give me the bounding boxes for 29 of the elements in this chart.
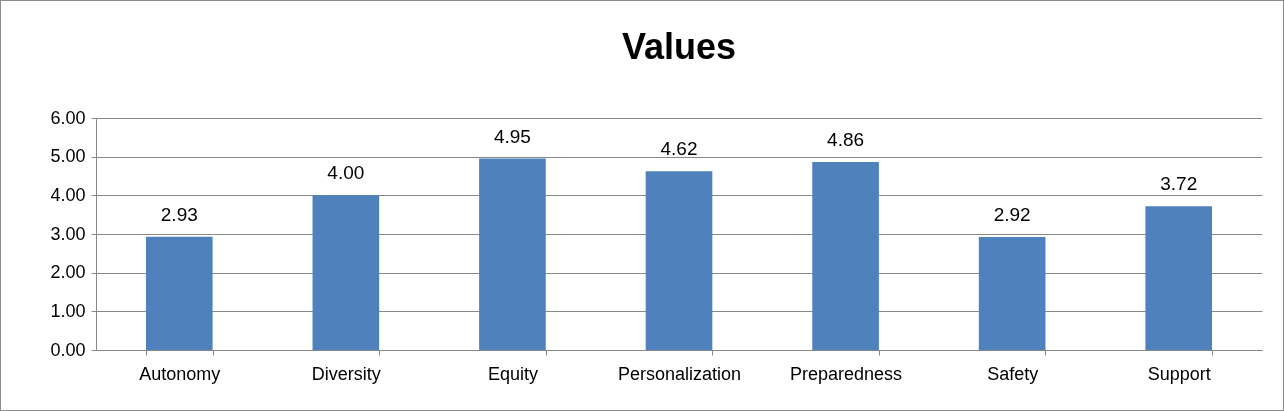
bar — [312, 195, 380, 350]
y-tick-label: 5.00 — [50, 146, 86, 167]
x-tick-label: Safety — [987, 363, 1039, 384]
y-tick-label: 4.00 — [50, 184, 86, 205]
bar — [645, 171, 713, 350]
bar — [479, 158, 546, 350]
bar — [1145, 206, 1213, 350]
data-label: 4.95 — [493, 125, 531, 147]
y-tick-label: 6.00 — [50, 107, 86, 128]
x-tick-label: Equity — [487, 363, 538, 384]
chart-title: Values — [621, 26, 737, 67]
y-tick-label: 2.00 — [50, 262, 86, 283]
bar — [978, 237, 1046, 350]
data-label: 3.72 — [1160, 173, 1198, 195]
data-label: 4.86 — [827, 129, 865, 151]
x-tick-label: Autonomy — [139, 363, 221, 384]
x-tick-label: Personalization — [617, 363, 742, 384]
data-label: 4.62 — [660, 138, 698, 160]
data-label: 2.92 — [993, 204, 1031, 226]
bar — [145, 236, 213, 350]
x-tick-label: Diversity — [311, 363, 381, 384]
data-label: 2.93 — [160, 203, 198, 225]
bar — [812, 162, 879, 350]
y-tick-label: 1.00 — [50, 300, 86, 321]
y-tick-label: 0.00 — [50, 339, 86, 360]
x-tick-label: Preparedness — [790, 363, 903, 384]
x-tick-label: Support — [1147, 363, 1211, 384]
y-tick-label: 3.00 — [50, 223, 86, 244]
data-label: 4.00 — [327, 162, 365, 184]
